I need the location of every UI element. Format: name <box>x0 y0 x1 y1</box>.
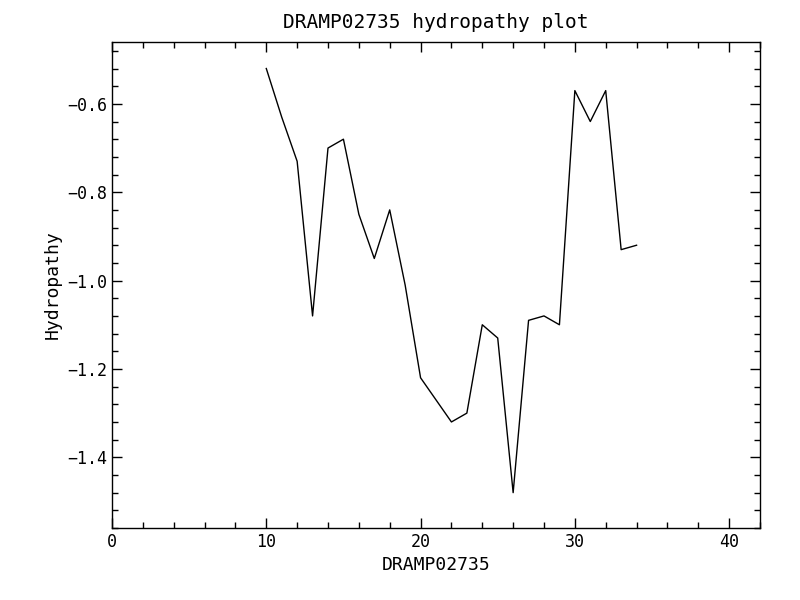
Y-axis label: Hydropathy: Hydropathy <box>43 230 62 340</box>
X-axis label: DRAMP02735: DRAMP02735 <box>382 556 490 574</box>
Title: DRAMP02735 hydropathy plot: DRAMP02735 hydropathy plot <box>283 13 589 32</box>
